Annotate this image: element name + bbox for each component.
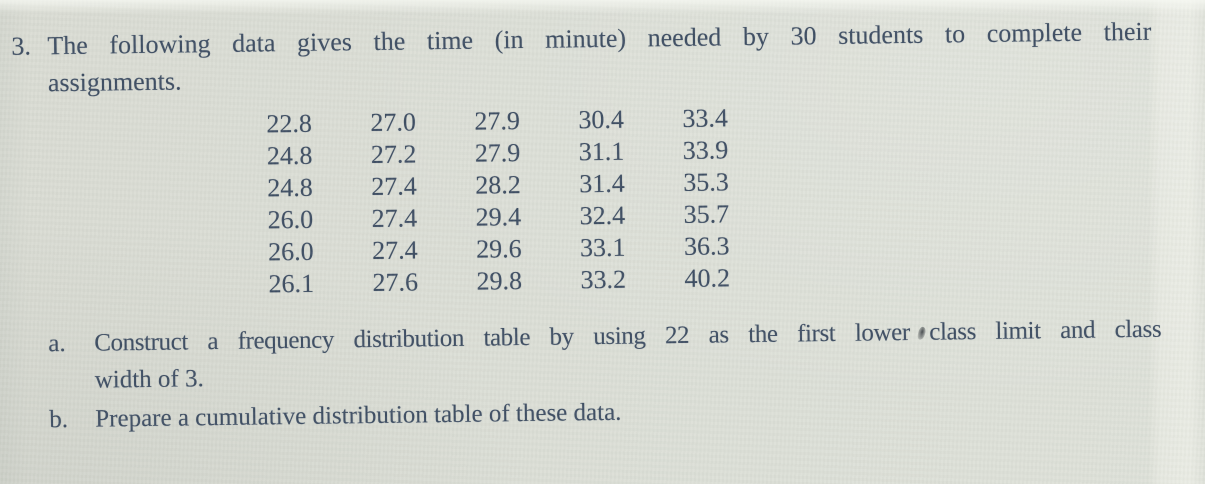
- data-cell: 33.9: [682, 135, 729, 165]
- problem-statement: The following data gives the time (in mi…: [47, 13, 1152, 101]
- data-cell: 35.3: [683, 167, 729, 197]
- data-cell: 26.1: [268, 268, 315, 299]
- data-cell: 36.3: [683, 231, 730, 261]
- data-cell: 33.2: [580, 264, 627, 295]
- data-cell: 27.4: [371, 171, 417, 202]
- data-cell: 27.9: [474, 138, 521, 168]
- data-cell: 33.1: [579, 232, 626, 263]
- data-cell: 24.8: [266, 140, 313, 171]
- data-cell: 32.4: [579, 200, 626, 231]
- data-cell: 33.4: [682, 103, 729, 133]
- data-cell: 29.4: [475, 202, 522, 232]
- problem-number: 3.: [11, 31, 32, 61]
- data-cell: 22.8: [266, 108, 313, 139]
- data-cell: 29.6: [475, 234, 522, 264]
- data-cell: 27.0: [370, 107, 417, 138]
- data-cell: 31.4: [579, 168, 625, 199]
- data-cell: 35.7: [683, 199, 730, 229]
- data-cell: 27.4: [371, 235, 418, 266]
- part-a: a. Construct a frequency distribution ta…: [1, 310, 1205, 394]
- data-cell: 26.0: [267, 236, 314, 267]
- part-b-label: b.: [49, 406, 69, 434]
- data-cell: 27.2: [370, 139, 417, 170]
- part-a-text: Construct a frequency distribution table…: [94, 311, 1162, 399]
- data-cell: 27.9: [474, 106, 521, 136]
- part-a-label: a.: [48, 330, 66, 358]
- data-table: 22.8 27.0 27.9 30.4 33.4 24.8 27.2 27.9 …: [266, 102, 788, 301]
- data-cell: 28.2: [475, 170, 521, 200]
- data-cell: 26.0: [267, 204, 314, 235]
- data-cell: 29.8: [476, 266, 523, 296]
- data-cell: 24.8: [267, 172, 313, 203]
- data-cell: 31.1: [578, 136, 625, 167]
- data-cell: 27.4: [371, 203, 418, 234]
- data-cell: 30.4: [578, 104, 625, 135]
- data-cell: 40.2: [684, 263, 731, 293]
- data-cell: 27.6: [372, 267, 419, 298]
